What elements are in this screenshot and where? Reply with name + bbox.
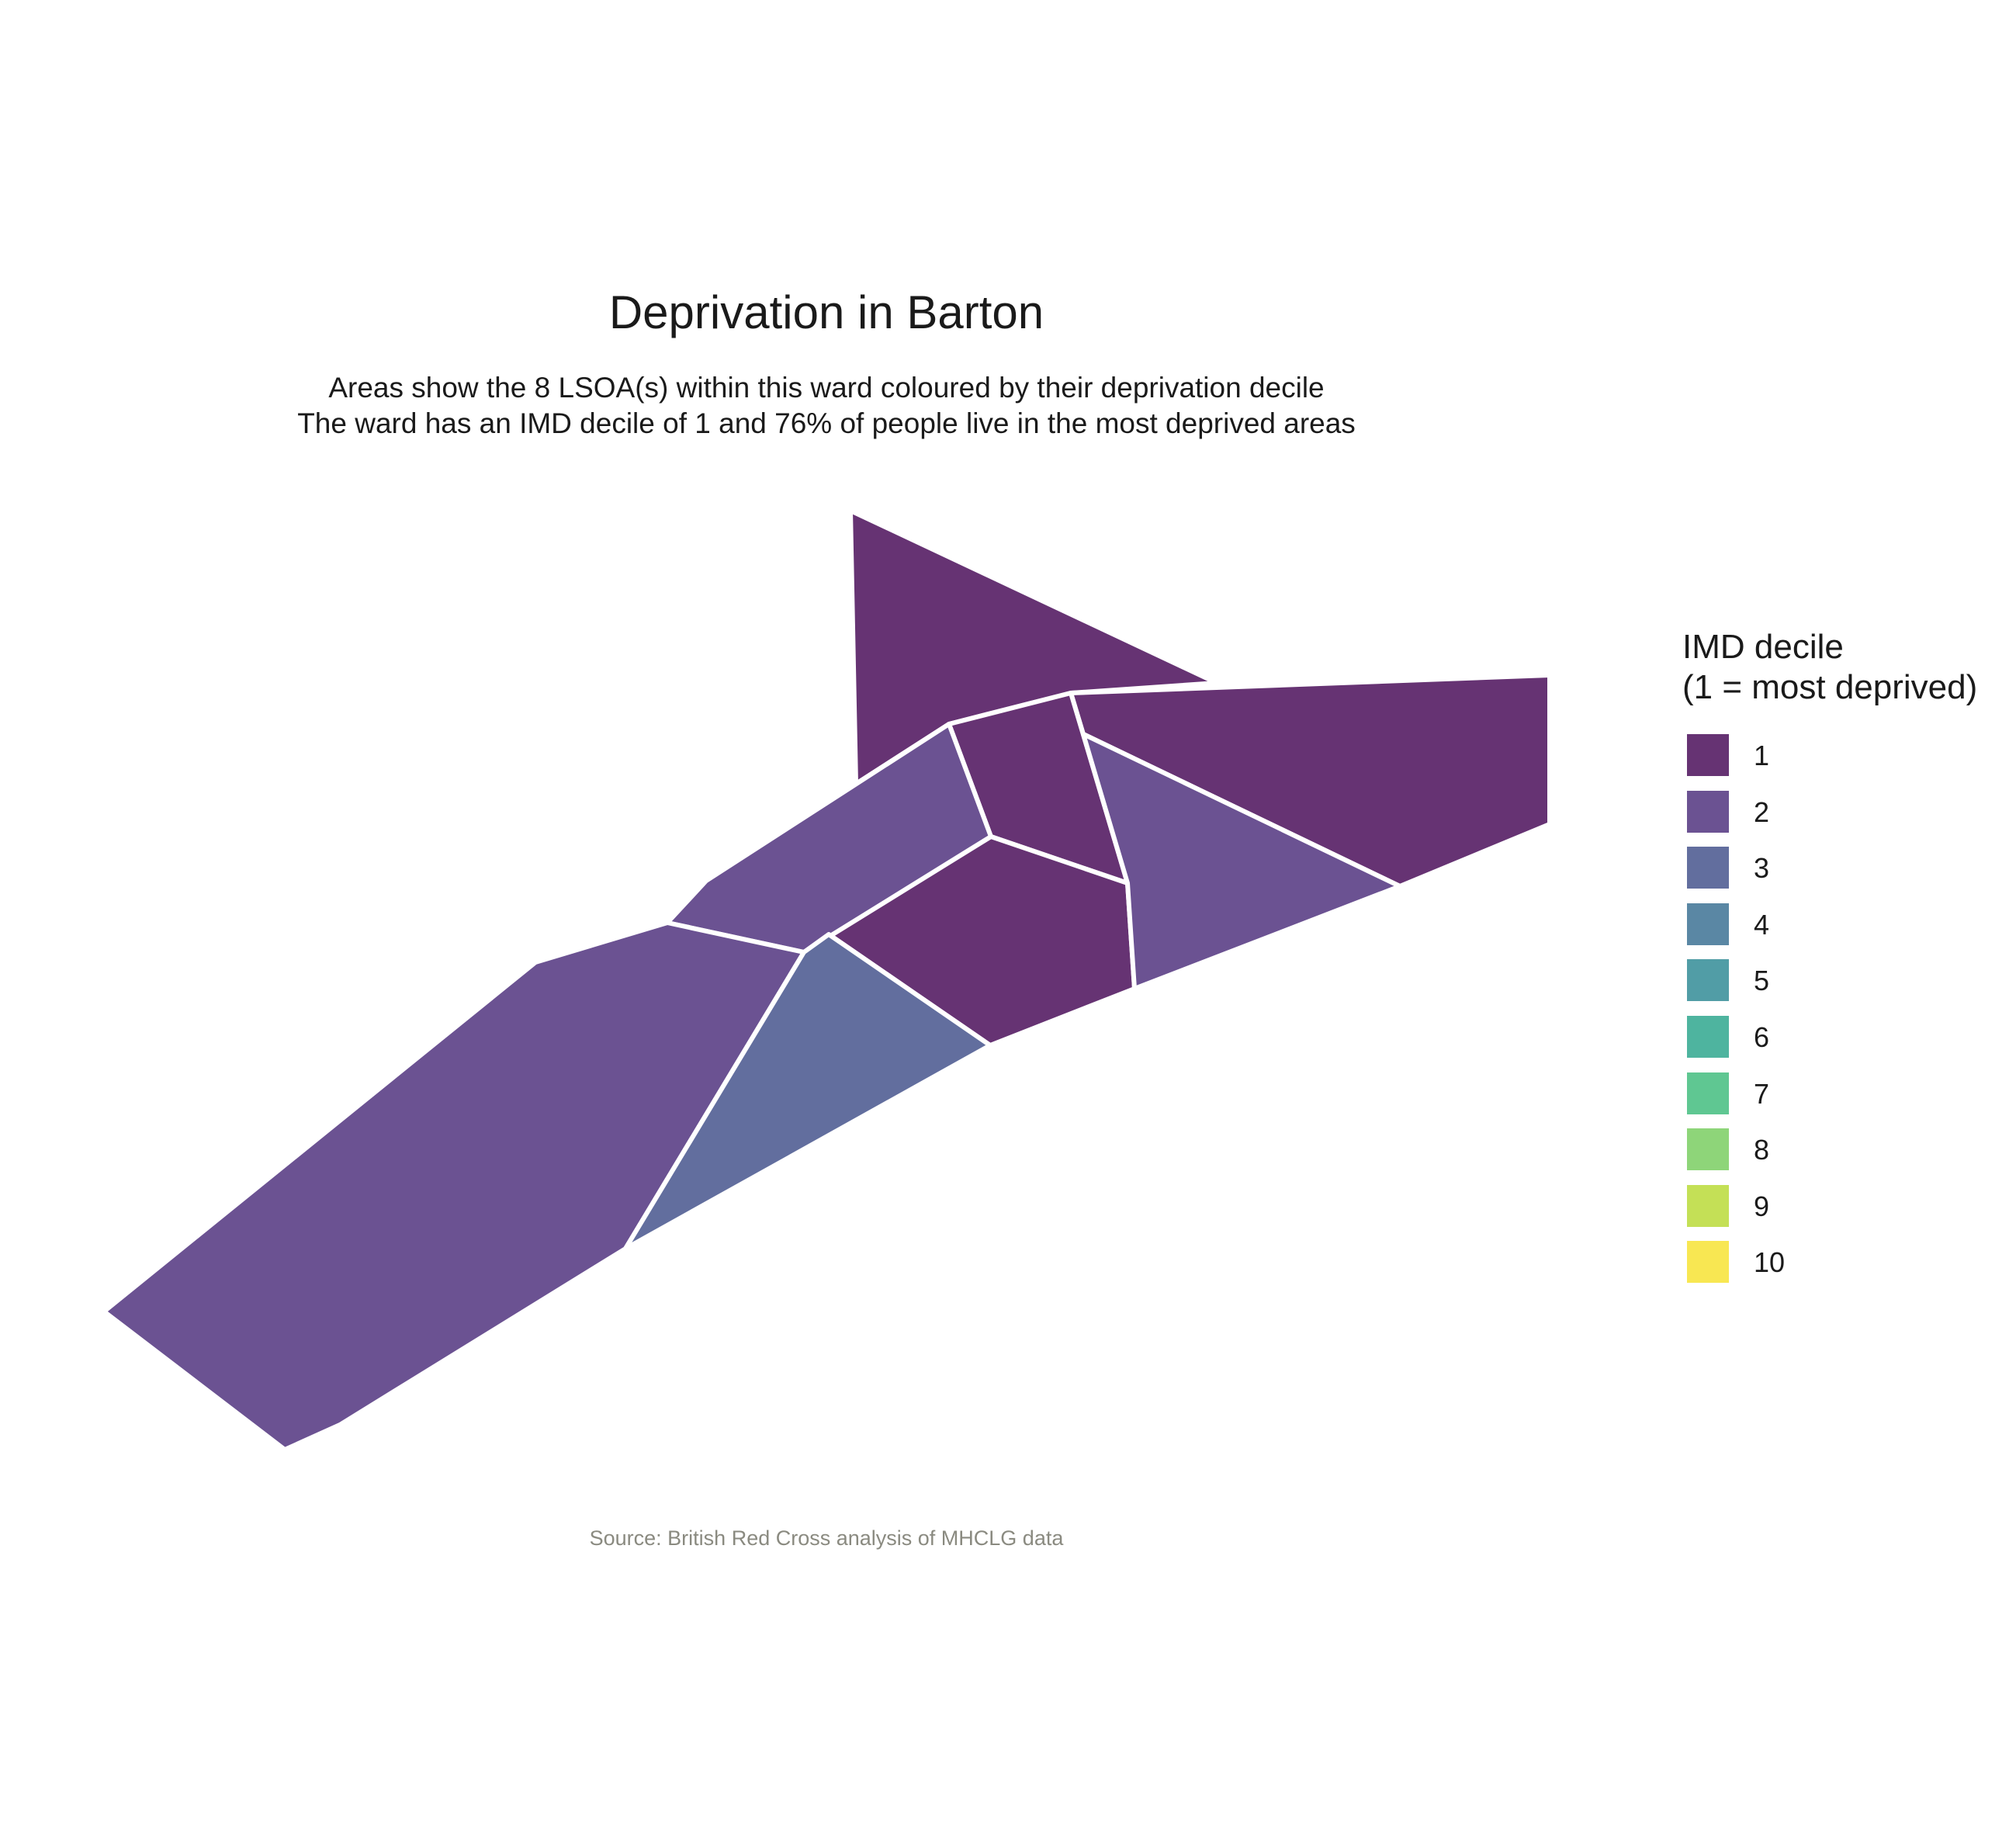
legend-swatch <box>1687 1184 1729 1227</box>
legend-swatch <box>1687 847 1729 889</box>
legend-title-line-1: IMD decile <box>1682 628 1844 666</box>
legend-label: 5 <box>1754 965 1770 997</box>
legend-item: 10 <box>1687 1241 1920 1298</box>
legend: IMD decile (1 = most deprived) 1 2 3 4 5 6 7 8 9… <box>1682 627 2008 1284</box>
legend-swatch <box>1687 959 1729 1002</box>
legend-item: 5 <box>1687 959 1920 1016</box>
legend-item: 4 <box>1687 903 1920 960</box>
legend-title-line-2: (1 = most deprived) <box>1682 668 1978 706</box>
legend-item: 6 <box>1687 1015 1920 1072</box>
legend-swatch <box>1687 903 1729 945</box>
legend-swatch <box>1687 1241 1729 1284</box>
legend-label: 1 <box>1754 740 1770 771</box>
lsoa-east-lower <box>1081 732 1402 991</box>
lsoa-areas <box>102 508 1552 1452</box>
legend-items: 1 2 3 4 5 6 7 8 9 10 <box>1687 734 1920 1298</box>
source-caption: Source: British Red Cross analysis of MH… <box>589 1526 1064 1550</box>
legend-label: 2 <box>1754 795 1770 828</box>
legend-label: 10 <box>1754 1246 1786 1279</box>
map-subtitle-line-2: The ward has an IMD decile of 1 and 76% … <box>297 407 1356 439</box>
legend-swatch <box>1687 734 1729 776</box>
map-subtitle-line-1: Areas show the 8 LSOA(s) within this war… <box>328 372 1325 404</box>
legend-item: 9 <box>1687 1184 1920 1242</box>
lsoa-south-middle <box>623 932 992 1251</box>
legend-item: 8 <box>1687 1128 1920 1185</box>
legend-swatch <box>1687 1128 1729 1171</box>
legend-item: 1 <box>1687 734 1920 791</box>
legend-label: 7 <box>1754 1077 1770 1110</box>
legend-label: 3 <box>1754 852 1770 885</box>
legend-label: 4 <box>1754 908 1770 941</box>
map-title: Deprivation in Barton <box>608 286 1044 338</box>
legend-label: 9 <box>1754 1190 1770 1222</box>
legend-swatch <box>1687 1015 1729 1058</box>
legend-item: 3 <box>1687 847 1920 903</box>
legend-item: 2 <box>1687 790 1920 847</box>
legend-item: 7 <box>1687 1072 1920 1129</box>
legend-label: 8 <box>1754 1134 1770 1166</box>
legend-swatch <box>1687 1072 1729 1114</box>
legend-label: 6 <box>1754 1020 1770 1053</box>
legend-swatch <box>1687 790 1729 833</box>
